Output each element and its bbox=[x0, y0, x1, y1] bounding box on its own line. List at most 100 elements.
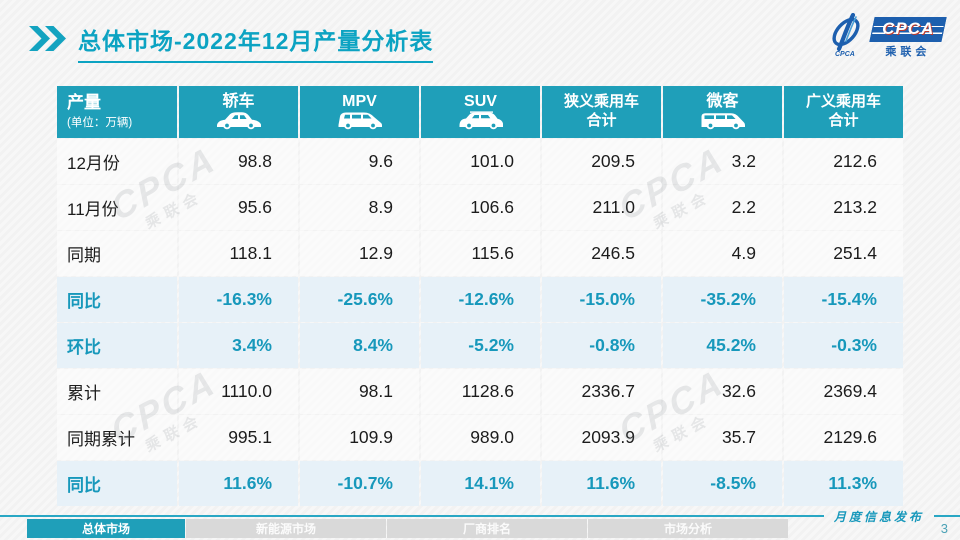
table-row: 累计 1110.0 98.1 1128.6 2336.7 32.6 2369.4 bbox=[57, 369, 903, 414]
cpca-swoosh-icon: CPCA bbox=[826, 12, 868, 62]
cpca-plate: CPCA bbox=[869, 16, 947, 42]
cell-value: 2093.9 bbox=[542, 415, 661, 460]
cell-value: -35.2% bbox=[663, 277, 782, 322]
table-header-row: 产量 (单位：万辆) 轿车 MPV bbox=[57, 86, 903, 138]
page-number: 3 bbox=[940, 521, 948, 536]
cell-value: 109.9 bbox=[300, 415, 419, 460]
tab-market-analysis[interactable]: 市场分析 bbox=[588, 519, 788, 538]
cell-value: -5.2% bbox=[421, 323, 540, 368]
cell-value: 4.9 bbox=[663, 231, 782, 276]
footer-line bbox=[0, 515, 824, 517]
cell-value: -10.7% bbox=[300, 461, 419, 506]
cell-value: 1128.6 bbox=[421, 369, 540, 414]
microvan-icon bbox=[663, 111, 782, 130]
header-unit-note: (单位：万辆) bbox=[67, 117, 133, 130]
cell-value: 8.9 bbox=[300, 185, 419, 230]
cell-value: 209.5 bbox=[542, 139, 661, 184]
cell-value: 98.8 bbox=[179, 139, 298, 184]
cell-value: 95.6 bbox=[179, 185, 298, 230]
footer-rule: 月度信息发布 bbox=[0, 508, 960, 524]
footer-note: 月度信息发布 bbox=[833, 509, 924, 524]
row-label: 12月份 bbox=[57, 139, 177, 184]
cpca-logo-text: CPCA 乘联会 bbox=[869, 16, 947, 59]
cpca-logo: CPCA CPCA 乘联会 bbox=[826, 12, 947, 62]
table-row-highlight: 环比 3.4% 8.4% -5.2% -0.8% 45.2% -0.3% bbox=[57, 323, 903, 368]
cell-value: 9.6 bbox=[300, 139, 419, 184]
table-row-highlight: 同比 11.6% -10.7% 14.1% 11.6% -8.5% 11.3% bbox=[57, 461, 903, 506]
production-table: 产量 (单位：万辆) 轿车 MPV bbox=[55, 85, 905, 507]
cell-value: -0.3% bbox=[784, 323, 903, 368]
table-row: 11月份 95.6 8.9 106.6 211.0 2.2 213.2 bbox=[57, 185, 903, 230]
cell-value: 32.6 bbox=[663, 369, 782, 414]
row-label: 同期累计 bbox=[57, 415, 177, 460]
cell-value: -12.6% bbox=[421, 277, 540, 322]
header-narrow-pv-total: 狭义乘用车 合计 bbox=[542, 86, 661, 138]
double-chevron-icon bbox=[28, 25, 68, 57]
title-rest: -2022年12月产量分析表 bbox=[174, 28, 434, 54]
tab-oem-ranking[interactable]: 厂商排名 bbox=[387, 519, 587, 538]
row-label: 11月份 bbox=[57, 185, 177, 230]
table-row: 同期 118.1 12.9 115.6 246.5 4.9 251.4 bbox=[57, 231, 903, 276]
cell-value: 11.6% bbox=[179, 461, 298, 506]
header-microvan: 微客 bbox=[663, 86, 782, 138]
table-row: 同期累计 995.1 109.9 989.0 2093.9 35.7 2129.… bbox=[57, 415, 903, 460]
cell-value: 251.4 bbox=[784, 231, 903, 276]
cell-value: 2129.6 bbox=[784, 415, 903, 460]
cell-value: -25.6% bbox=[300, 277, 419, 322]
cell-value: 989.0 bbox=[421, 415, 540, 460]
cell-value: 118.1 bbox=[179, 231, 298, 276]
cell-value: 11.3% bbox=[784, 461, 903, 506]
header-production: 产量 (单位：万辆) bbox=[57, 86, 177, 138]
cell-value: 3.4% bbox=[179, 323, 298, 368]
cell-value: 98.1 bbox=[300, 369, 419, 414]
cell-value: 11.6% bbox=[542, 461, 661, 506]
cell-value: 246.5 bbox=[542, 231, 661, 276]
suv-icon bbox=[421, 111, 540, 130]
cell-value: 2336.7 bbox=[542, 369, 661, 414]
cell-value: 8.4% bbox=[300, 323, 419, 368]
cell-value: 2369.4 bbox=[784, 369, 903, 414]
page-title: 总体市场-2022年12月产量分析表 bbox=[28, 22, 434, 63]
sedan-icon bbox=[179, 111, 298, 130]
table-row-highlight: 同比 -16.3% -25.6% -12.6% -15.0% -35.2% -1… bbox=[57, 277, 903, 322]
header-production-title: 产量 bbox=[67, 92, 101, 112]
row-label: 同期 bbox=[57, 231, 177, 276]
title-text: 总体市场-2022年12月产量分析表 bbox=[78, 22, 434, 63]
cell-value: -16.3% bbox=[179, 277, 298, 322]
cell-value: 211.0 bbox=[542, 185, 661, 230]
cell-value: 101.0 bbox=[421, 139, 540, 184]
tab-overall-market[interactable]: 总体市场 bbox=[27, 519, 185, 538]
cell-value: 212.6 bbox=[784, 139, 903, 184]
cell-value: 115.6 bbox=[421, 231, 540, 276]
bottom-tabbar: 总体市场 新能源市场 厂商排名 市场分析 bbox=[27, 519, 788, 538]
cell-value: -15.4% bbox=[784, 277, 903, 322]
header-sedan: 轿车 bbox=[179, 86, 298, 138]
cell-value: 12.9 bbox=[300, 231, 419, 276]
cell-value: -15.0% bbox=[542, 277, 661, 322]
svg-text:CPCA: CPCA bbox=[835, 51, 855, 57]
cell-value: 2.2 bbox=[663, 185, 782, 230]
cell-value: 14.1% bbox=[421, 461, 540, 506]
row-label: 累计 bbox=[57, 369, 177, 414]
tab-nev-market[interactable]: 新能源市场 bbox=[186, 519, 386, 538]
table-row: 12月份 98.8 9.6 101.0 209.5 3.2 212.6 bbox=[57, 139, 903, 184]
cell-value: 106.6 bbox=[421, 185, 540, 230]
mpv-icon bbox=[300, 111, 419, 130]
cell-value: 45.2% bbox=[663, 323, 782, 368]
cell-value: 1110.0 bbox=[179, 369, 298, 414]
header-broad-pv-total: 广义乘用车 合计 bbox=[784, 86, 903, 138]
title-section: 总体市场 bbox=[78, 28, 174, 54]
cell-value: -0.8% bbox=[542, 323, 661, 368]
row-label: 同比 bbox=[57, 277, 177, 322]
cell-value: 3.2 bbox=[663, 139, 782, 184]
cell-value: 35.7 bbox=[663, 415, 782, 460]
cell-value: 213.2 bbox=[784, 185, 903, 230]
cell-value: -8.5% bbox=[663, 461, 782, 506]
row-label: 同比 bbox=[57, 461, 177, 506]
header-suv: SUV bbox=[421, 86, 540, 138]
footer-line bbox=[934, 515, 960, 517]
header-mpv: MPV bbox=[300, 86, 419, 138]
cpca-text: CPCA bbox=[881, 18, 935, 38]
row-label: 环比 bbox=[57, 323, 177, 368]
